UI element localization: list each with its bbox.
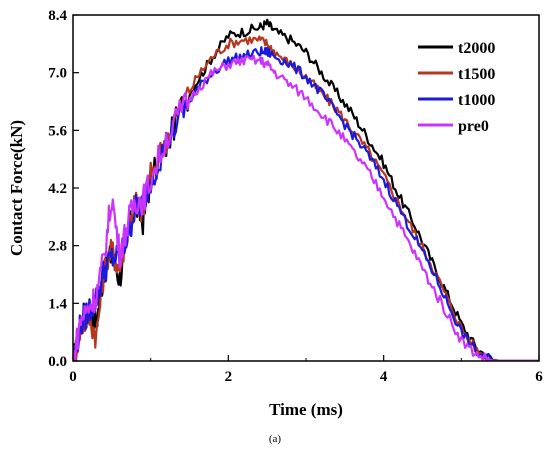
series-line-pre0 bbox=[73, 54, 539, 361]
figure-caption: (a) bbox=[269, 433, 282, 445]
legend: t2000 t1500 t1000 pre0 bbox=[418, 40, 495, 135]
x-axis: 0 2 4 6 bbox=[69, 355, 543, 385]
series-line-t1500 bbox=[73, 35, 539, 361]
y-tick-label: 8.4 bbox=[48, 8, 67, 24]
y-tick-label: 5.6 bbox=[48, 123, 67, 139]
legend-label: t2000 bbox=[458, 40, 495, 57]
y-tick-label: 0.0 bbox=[48, 354, 67, 370]
y-axis-title: Contact Force(kN) bbox=[7, 120, 26, 256]
y-tick-label: 4.2 bbox=[48, 181, 67, 197]
y-tick-label: 7.0 bbox=[48, 66, 67, 82]
series-layer bbox=[73, 18, 539, 361]
x-tick-label: 0 bbox=[69, 369, 77, 385]
legend-label: t1000 bbox=[458, 92, 495, 109]
legend-label: t1500 bbox=[458, 66, 495, 83]
series-line-t2000 bbox=[73, 18, 539, 361]
x-axis-title: Time (ms) bbox=[269, 400, 343, 419]
y-axis: 0.0 1.4 2.8 4.2 5.6 7.0 8.4 bbox=[48, 8, 79, 370]
x-tick-label: 2 bbox=[225, 369, 233, 385]
x-tick-label: 4 bbox=[380, 369, 388, 385]
legend-label: pre0 bbox=[458, 118, 489, 135]
y-tick-label: 2.8 bbox=[48, 239, 67, 255]
x-tick-label: 6 bbox=[535, 369, 543, 385]
y-tick-label: 1.4 bbox=[48, 296, 67, 312]
